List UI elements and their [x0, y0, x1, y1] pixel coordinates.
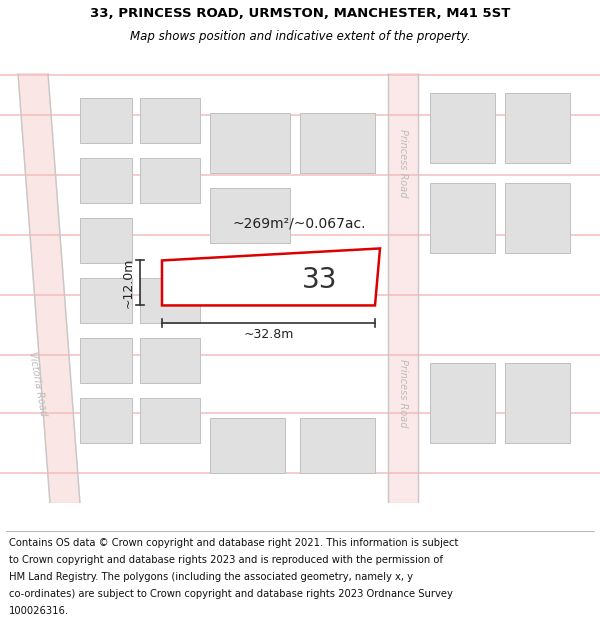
Text: to Crown copyright and database rights 2023 and is reproduced with the permissio: to Crown copyright and database rights 2…: [9, 555, 443, 565]
Bar: [80, 339, 132, 383]
Text: 33, PRINCESS ROAD, URMSTON, MANCHESTER, M41 5ST: 33, PRINCESS ROAD, URMSTON, MANCHESTER, …: [90, 7, 510, 20]
Bar: [430, 184, 495, 254]
Bar: [80, 158, 132, 204]
Bar: [140, 399, 200, 444]
Bar: [140, 339, 200, 383]
Bar: [210, 114, 290, 173]
Text: ~269m²/~0.067ac.: ~269m²/~0.067ac.: [233, 216, 367, 231]
Polygon shape: [388, 73, 418, 504]
Text: 100026316.: 100026316.: [9, 606, 69, 616]
Text: ~32.8m: ~32.8m: [244, 329, 293, 341]
Bar: [300, 419, 375, 474]
Text: Map shows position and indicative extent of the property.: Map shows position and indicative extent…: [130, 30, 470, 43]
Bar: [140, 98, 200, 143]
Bar: [505, 363, 570, 444]
Text: HM Land Registry. The polygons (including the associated geometry, namely x, y: HM Land Registry. The polygons (includin…: [9, 572, 413, 582]
Bar: [210, 189, 290, 243]
Polygon shape: [18, 73, 80, 504]
Bar: [140, 279, 200, 324]
Bar: [505, 184, 570, 254]
Polygon shape: [162, 248, 380, 306]
Bar: [430, 363, 495, 444]
Text: Contains OS data © Crown copyright and database right 2021. This information is : Contains OS data © Crown copyright and d…: [9, 538, 458, 548]
Text: Princess Road: Princess Road: [398, 359, 408, 428]
Text: co-ordinates) are subject to Crown copyright and database rights 2023 Ordnance S: co-ordinates) are subject to Crown copyr…: [9, 589, 453, 599]
Bar: [80, 218, 132, 264]
Bar: [505, 93, 570, 163]
Bar: [80, 98, 132, 143]
Bar: [80, 279, 132, 324]
Text: 33: 33: [302, 266, 337, 294]
Bar: [210, 419, 285, 474]
Bar: [430, 93, 495, 163]
Bar: [140, 158, 200, 204]
Text: Princess Road: Princess Road: [398, 129, 408, 198]
Text: Victoria Road: Victoria Road: [28, 351, 49, 416]
Bar: [80, 399, 132, 444]
Text: ~12.0m: ~12.0m: [122, 258, 135, 308]
Bar: [300, 114, 375, 173]
